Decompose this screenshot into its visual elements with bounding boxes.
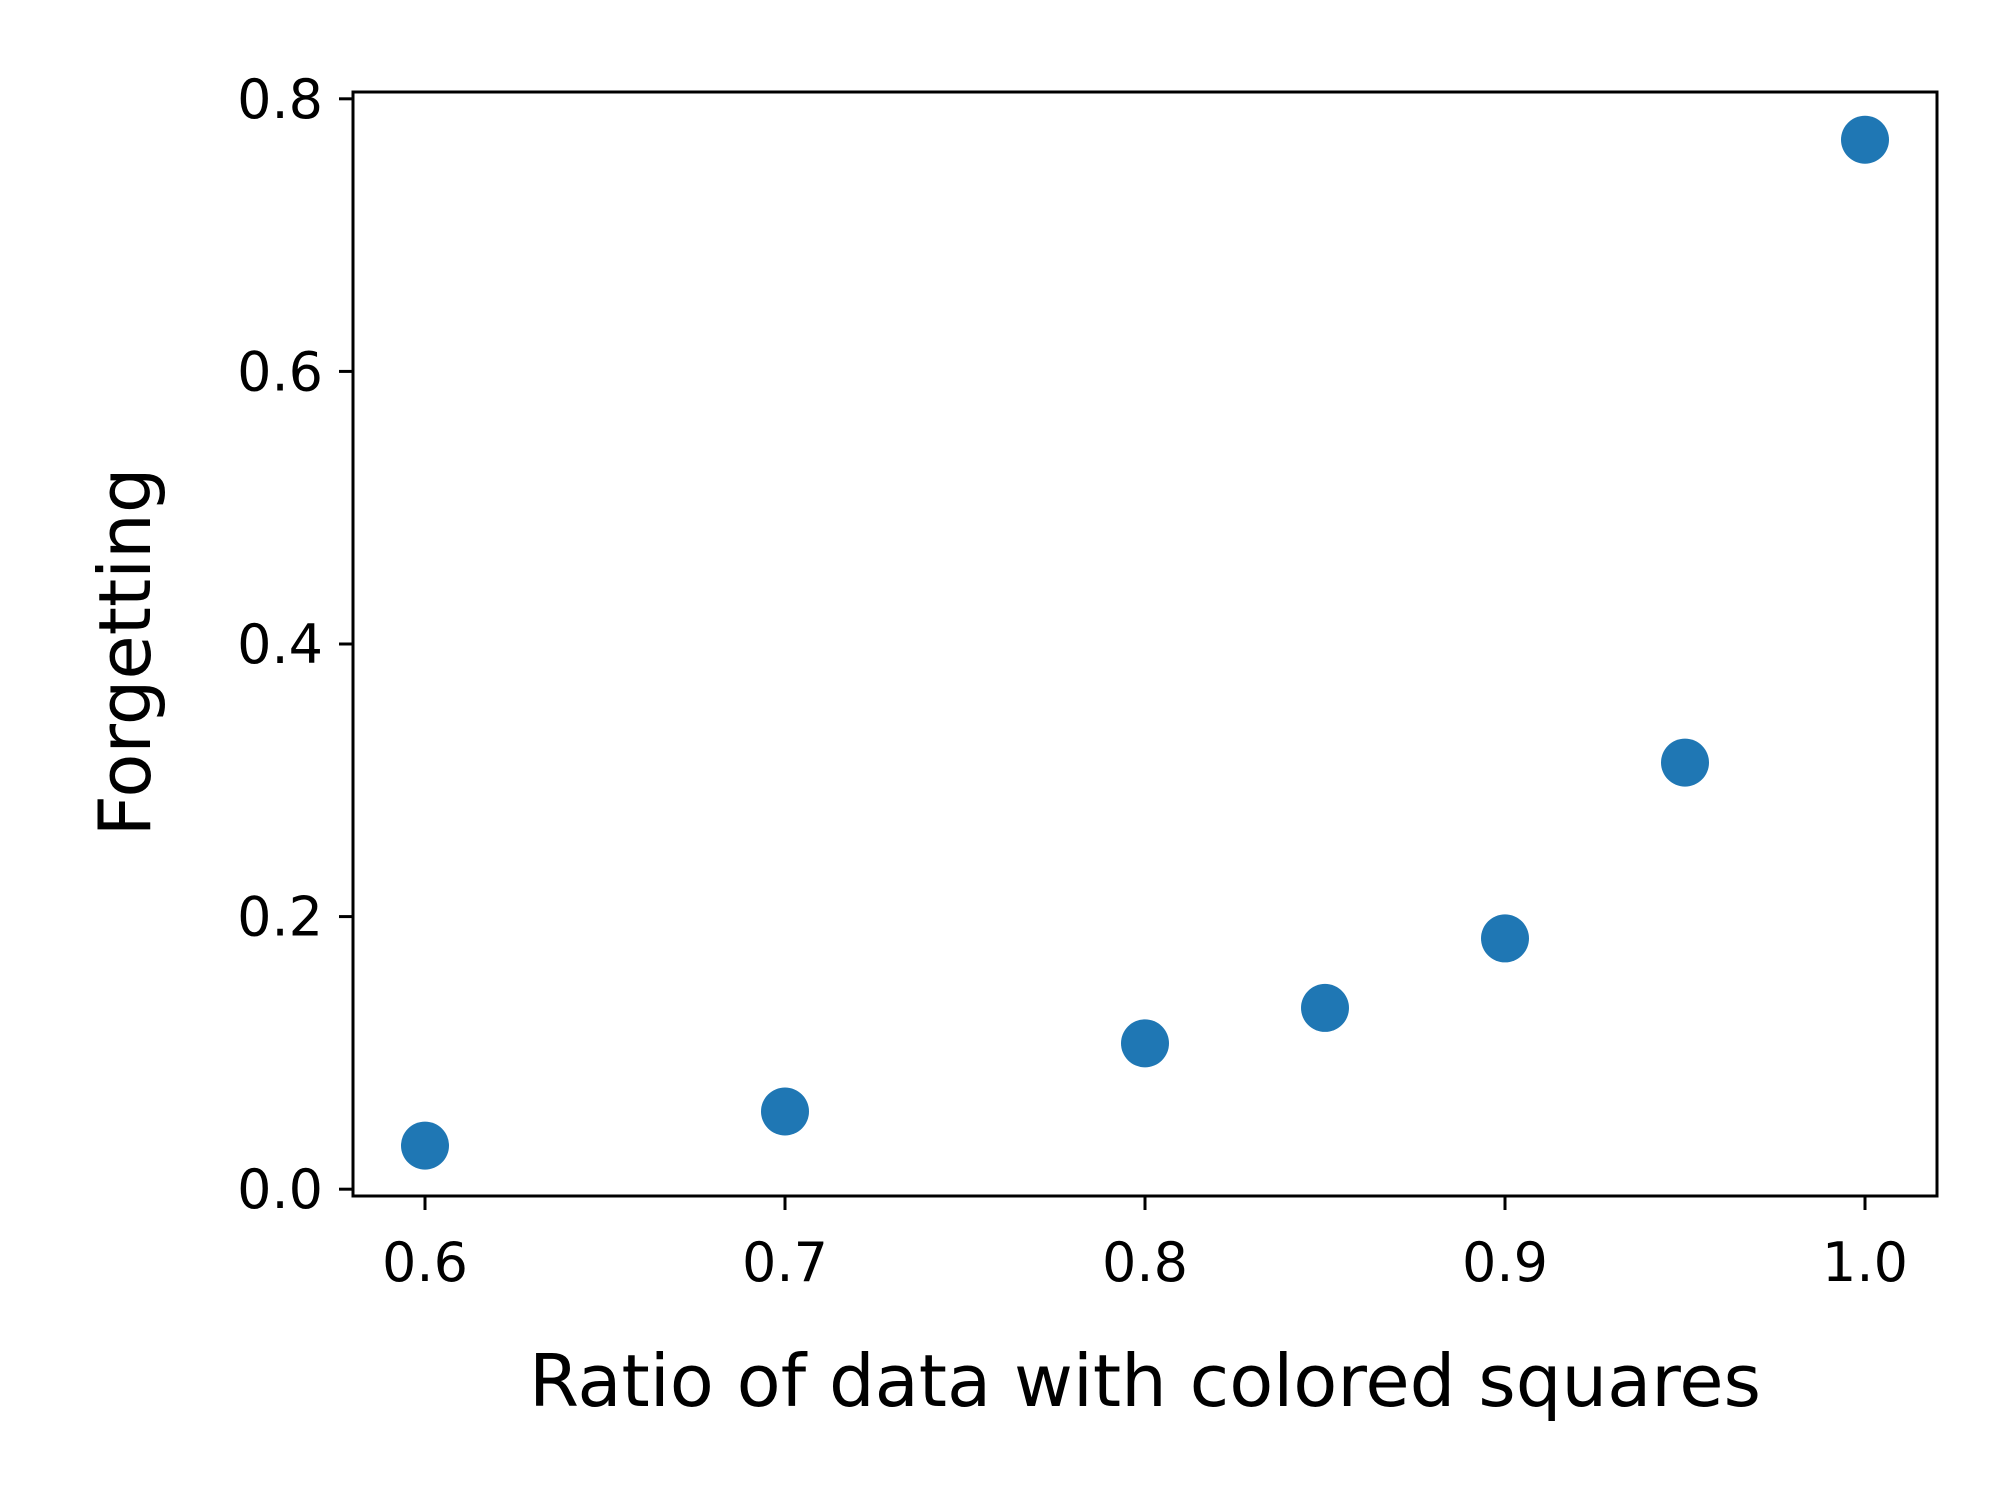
data-point [401, 1121, 449, 1170]
data-point [1121, 1019, 1169, 1068]
x-tick-label: 0.9 [1462, 1231, 1548, 1294]
y-axis-ticks: 0.0 0.2 0.4 0.6 0.8 [237, 68, 353, 1221]
x-axis-ticks: 0.6 0.7 0.8 0.9 1.0 [382, 1196, 1908, 1294]
data-point [1841, 115, 1889, 164]
y-tick-label: 0.6 [237, 340, 323, 403]
y-tick-label: 0.0 [237, 1158, 323, 1221]
y-axis-label: Forgetting [83, 467, 167, 836]
data-point [1301, 983, 1349, 1032]
data-point [1661, 738, 1709, 787]
data-point [761, 1087, 809, 1136]
x-tick-label: 1.0 [1822, 1231, 1908, 1294]
y-tick-label: 0.8 [237, 68, 323, 131]
data-point [1481, 914, 1529, 963]
y-tick-label: 0.2 [237, 886, 323, 949]
y-tick-label: 0.4 [237, 613, 323, 676]
x-axis-label: Ratio of data with colored squares [529, 1339, 1761, 1423]
x-tick-label: 0.7 [742, 1231, 828, 1294]
x-tick-label: 0.8 [1102, 1231, 1188, 1294]
data-points-layer [401, 115, 1889, 1170]
x-tick-label: 0.6 [382, 1231, 468, 1294]
